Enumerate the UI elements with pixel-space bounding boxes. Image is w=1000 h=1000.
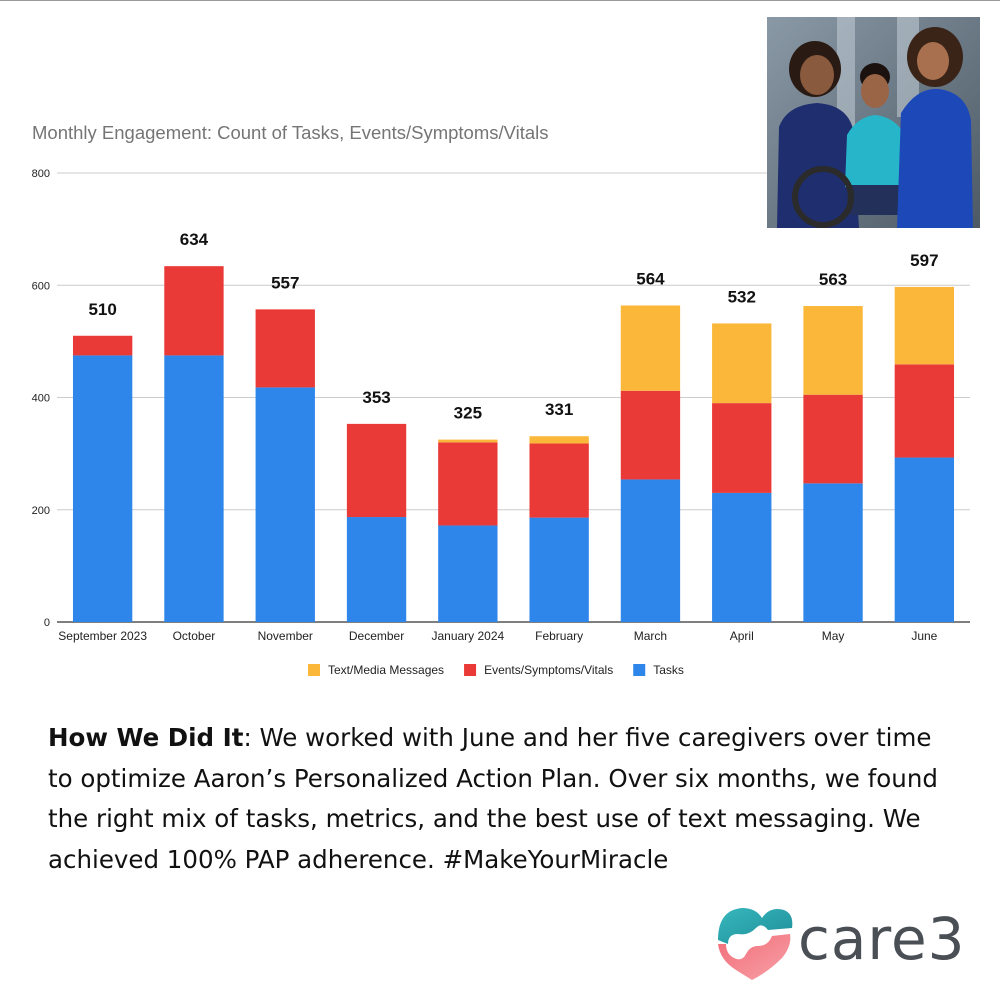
bar-tasks [620,479,681,622]
bar-total-label: 563 [819,270,847,289]
bar-total-label: 597 [910,251,938,270]
legend-item: Tasks [633,663,684,677]
bar-total-label: 564 [636,269,665,288]
bar-text-media-messages [712,323,772,404]
x-tick-label: April [730,629,754,643]
bar-tasks [803,483,863,622]
legend-label: Events/Symptoms/Vitals [484,663,613,677]
y-tick-label: 800 [32,168,50,180]
body-text: : We worked with June and her five careg… [48,723,938,874]
care3-logo: care3 [712,900,982,985]
legend-label: Tasks [653,663,684,677]
x-tick-label: March [634,629,667,643]
x-tick-label: May [822,629,845,643]
legend-swatch [464,664,477,676]
legend-swatch [633,664,646,676]
x-tick-label: January 2024 [431,629,504,643]
bar-text-media-messages [620,305,681,391]
x-tick-label: October [173,629,216,643]
x-tick-label: June [911,629,937,643]
bar-total-label: 634 [180,230,209,249]
bar-events-symptoms-vitals [164,266,224,356]
bar-tasks [72,355,133,622]
bar-events-symptoms-vitals [255,309,315,388]
chart-total-labels: 510 634 557 353 325 331 564 532 563 597 [88,230,938,422]
chart-title: Monthly Engagement: Count of Tasks, Even… [32,122,549,143]
body-paragraph: How We Did It: We worked with June and h… [48,718,948,880]
bar-text-media-messages [529,436,589,444]
chart-legend: Text/Media Messages Events/Symptoms/Vital… [308,663,684,677]
bar-tasks [346,517,407,622]
bar-tasks [164,355,224,622]
bar-tasks [529,517,589,622]
y-tick-label: 400 [32,393,50,405]
bar-events-symptoms-vitals [712,403,772,493]
bar-events-symptoms-vitals [620,390,681,480]
y-axis-ticks: 0 200 400 600 800 [32,168,50,629]
bar-text-media-messages [803,306,863,395]
legend-item: Text/Media Messages [308,663,444,677]
care3-wordmark: care3 [798,905,966,973]
bar-events-symptoms-vitals [438,442,498,526]
x-tick-label: September 2023 [58,629,147,643]
bar-events-symptoms-vitals [894,364,955,458]
engagement-chart: Monthly Engagement: Count of Tasks, Even… [32,122,970,677]
y-tick-label: 0 [44,617,50,629]
legend-item: Events/Symptoms/Vitals [464,663,613,677]
x-tick-label: December [349,629,404,643]
top-rule [0,0,1000,1]
x-tick-label: February [535,629,583,643]
legend-swatch [308,664,320,676]
bar-events-symptoms-vitals [346,423,407,518]
bar-total-label: 532 [728,287,756,306]
bar-tasks [255,387,315,622]
bar-total-label: 557 [271,273,299,292]
x-axis-ticks: September 2023 October November December Jan… [58,629,937,643]
bar-events-symptoms-vitals [72,335,133,356]
y-tick-label: 600 [32,280,50,292]
bar-text-media-messages [894,286,955,365]
bar-events-symptoms-vitals [529,443,589,518]
bar-tasks [438,525,498,622]
x-tick-label: November [258,629,313,643]
bar-total-label: 331 [545,400,573,419]
family-photo [767,17,980,228]
bar-text-media-messages [438,439,498,443]
bar-total-label: 325 [454,404,482,423]
care3-heart-logo-icon [718,908,793,980]
body-lead: How We Did It [48,723,244,752]
y-tick-label: 200 [32,505,50,517]
chart-bars [72,266,955,622]
legend-label: Text/Media Messages [328,663,444,677]
bar-total-label: 510 [88,300,116,319]
bar-total-label: 353 [362,388,390,407]
bar-events-symptoms-vitals [803,394,863,484]
bar-tasks [894,457,955,622]
bar-tasks [712,492,772,622]
